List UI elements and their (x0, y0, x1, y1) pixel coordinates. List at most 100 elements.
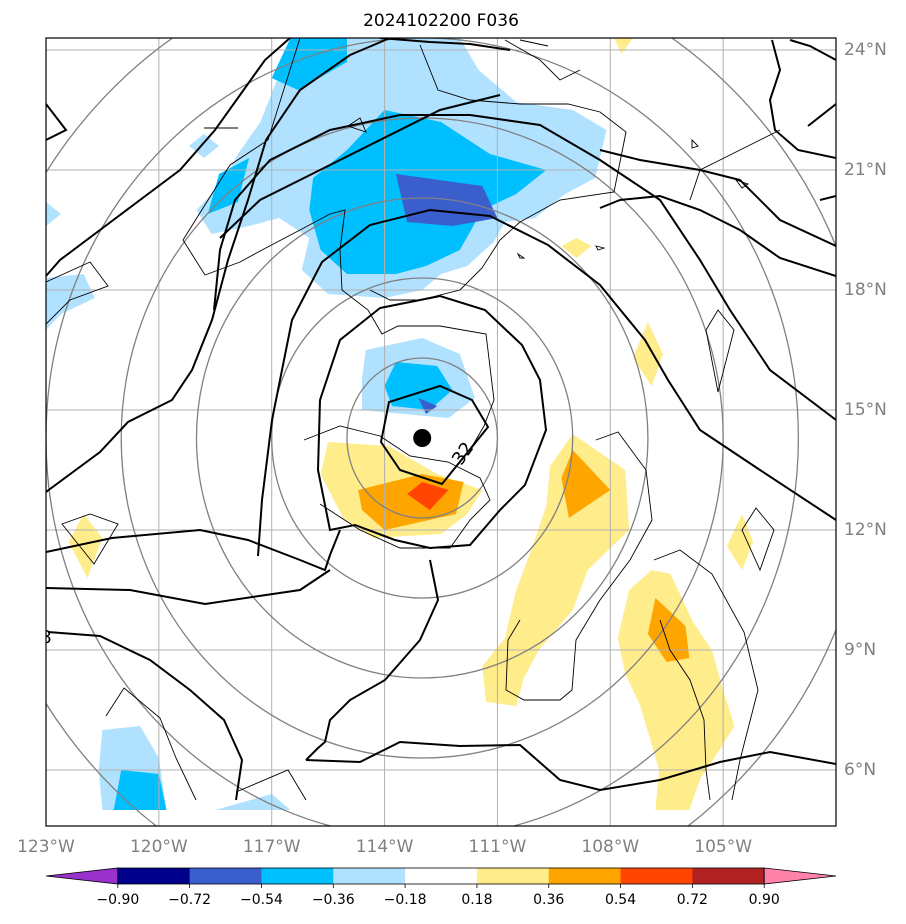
shaded-region (46, 202, 61, 226)
thin-contour (659, 619, 711, 801)
storm-center-marker (413, 429, 432, 447)
thin-contour (369, 44, 627, 301)
latitude-tick-labels: 6°N 9°N 12°N 15°N 18°N 21°N 24°N (844, 40, 887, 780)
longitude-label: 123°W (17, 837, 75, 857)
latitude-label: 24°N (844, 40, 887, 60)
colorbar-tick-label: 0.72 (677, 892, 708, 908)
colorbar-swatch (117, 868, 191, 884)
colorbar: −0.90 −0.72 −0.54 −0.36 −0.18 0.18 0.36 0.54 0.7… (45, 867, 837, 908)
shaded-region (207, 158, 250, 214)
contour-line (47, 631, 244, 801)
thin-contour (595, 245, 606, 251)
shaded-region (632, 322, 663, 386)
thin-contour (346, 117, 367, 133)
thin-contour (505, 431, 653, 701)
contour-line (46, 38, 391, 493)
contour-line (379, 384, 490, 486)
longitude-label: 120°W (130, 837, 188, 857)
contour-line (807, 103, 836, 127)
chart-title: 2024102200 F036 (363, 11, 519, 31)
contour-line (316, 294, 548, 550)
contour-line (599, 194, 836, 277)
colorbar-frame (117, 867, 765, 885)
thin-contour (182, 209, 495, 451)
thin-contour (516, 252, 526, 259)
range-ring (46, 38, 799, 826)
map-frame (45, 37, 837, 827)
contour-line (599, 149, 836, 247)
shaded-region (46, 274, 95, 330)
contour-line (46, 569, 331, 606)
shaded-region (113, 770, 167, 810)
range-ring (195, 197, 649, 679)
colorbar-swatch (261, 868, 334, 884)
colorbar-extend-low (45, 867, 119, 885)
thin-contour (105, 687, 197, 801)
longitude-label: 111°W (469, 837, 527, 857)
range-ring (346, 357, 499, 519)
contour-line (819, 195, 836, 201)
longitude-tick-labels: 123°W 120°W 117°W 114°W 111°W 108°W 105°W (17, 837, 752, 857)
contour-line (46, 528, 341, 572)
contour-line (257, 208, 836, 557)
thin-contour (519, 39, 549, 47)
colorbar-tick-label: −0.18 (384, 892, 427, 908)
colorbar-tick-label: 0.54 (605, 892, 636, 908)
shaded-region (561, 238, 592, 258)
thin-contour (182, 38, 301, 241)
longitude-label: 114°W (356, 837, 414, 857)
contour-line (305, 559, 440, 761)
colorbar-swatch (189, 868, 262, 884)
colorbar-tick-label: 0.90 (749, 892, 780, 908)
contour-line (213, 114, 836, 421)
shaded-anomaly-layer (46, 38, 754, 810)
longitude-label: 108°W (581, 837, 639, 857)
colorbar-tick-label: 0.18 (461, 892, 492, 908)
contour-line (219, 94, 501, 239)
colorbar-swatch (548, 868, 622, 884)
longitude-label: 105°W (694, 837, 752, 857)
thin-contour (691, 138, 699, 149)
contour-label: 8 (40, 627, 51, 648)
contour-line (789, 39, 836, 61)
latitude-label: 9°N (844, 640, 876, 660)
shaded-region (647, 598, 690, 662)
shaded-region (407, 482, 449, 510)
thin-contour (303, 425, 491, 549)
colorbar-tick-label: −0.72 (168, 892, 211, 908)
contour-line (379, 38, 511, 51)
shaded-region (561, 450, 611, 518)
contour-line (768, 39, 836, 159)
shaded-region (614, 38, 633, 54)
contour-line (305, 740, 836, 792)
latitude-label: 18°N (844, 280, 887, 300)
contour-line (46, 38, 291, 277)
thin-contour (689, 129, 781, 201)
thin-contour (734, 179, 750, 189)
longitude-label: 117°W (243, 837, 301, 857)
latitude-label: 6°N (844, 760, 876, 780)
height-contours (46, 38, 836, 801)
thin-contour (235, 769, 307, 801)
range-ring (271, 277, 574, 599)
colorbar-extend-high (763, 867, 837, 885)
colorbar-swatch (620, 868, 693, 884)
shaded-region (418, 398, 438, 414)
thin-contour (653, 549, 759, 801)
colorbar-tick-label: −0.54 (240, 892, 283, 908)
thin-contour-lines (46, 38, 781, 801)
colorbar-tick-label: 0.36 (533, 892, 564, 908)
latitude-label: 15°N (844, 400, 887, 420)
colorbar-swatch (692, 868, 765, 884)
map-plot-area: 328 (40, 38, 836, 826)
latitude-label: 21°N (844, 160, 887, 180)
thin-contour (504, 39, 581, 81)
contour-line (46, 103, 68, 141)
colorbar-swatch (333, 868, 406, 884)
thin-contour (705, 309, 735, 393)
thin-contour (46, 261, 109, 325)
colorbar-swatch (476, 868, 550, 884)
colorbar-tick-label: −0.36 (312, 892, 355, 908)
colorbar-tick-label: −0.90 (96, 892, 139, 908)
